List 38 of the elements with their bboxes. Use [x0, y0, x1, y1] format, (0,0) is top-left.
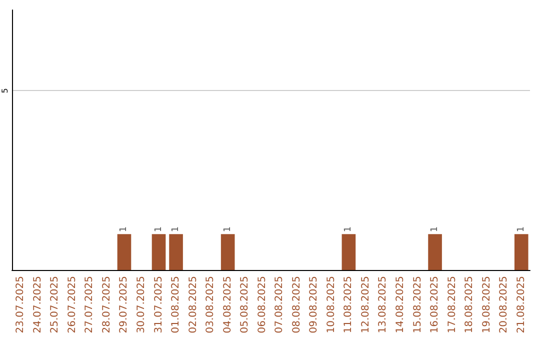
data-label: 1 [222, 226, 233, 232]
x-tick-label: 08.08.2025 [291, 276, 302, 334]
x-tick-label: 29.07.2025 [118, 276, 130, 334]
x-tick-label: 27.07.2025 [84, 276, 96, 334]
x-tick-label: 01.08.2025 [170, 276, 182, 334]
y-tick-label: 5 [0, 88, 10, 94]
x-tick-label: 20.08.2025 [498, 276, 510, 334]
x-tick-label: 15.08.2025 [412, 276, 424, 334]
data-label: 1 [171, 226, 182, 232]
x-tick-label: 13.08.2025 [378, 276, 389, 334]
x-tick-label: 18.08.2025 [464, 276, 476, 334]
x-tick-label: 30.07.2025 [136, 276, 147, 334]
data-label: 1 [154, 226, 164, 232]
x-tick-label: 07.08.2025 [274, 276, 286, 334]
x-tick-label: 31.07.2025 [153, 276, 164, 334]
x-tick-label: 19.08.2025 [481, 276, 492, 334]
x-tick-label: 26.07.2025 [66, 276, 78, 334]
x-tick-label: 17.08.2025 [446, 276, 458, 334]
x-tick-label: 21.08.2025 [516, 276, 527, 334]
x-tick-label: 28.07.2025 [101, 276, 112, 334]
x-tick-label: 06.08.2025 [256, 276, 268, 334]
x-tick-label: 24.07.2025 [32, 276, 44, 334]
data-label: 1 [119, 226, 130, 232]
x-tick-label: 16.08.2025 [430, 276, 441, 334]
x-tick-label: 03.08.2025 [205, 276, 216, 334]
x-tick-label: 02.08.2025 [188, 276, 199, 334]
x-tick-label: 25.07.2025 [50, 276, 61, 334]
data-label: 1 [344, 226, 354, 232]
data-label: 1 [516, 226, 526, 232]
x-tick-label: 23.07.2025 [15, 276, 26, 334]
x-tick-label: 05.08.2025 [240, 276, 251, 334]
x-tick-label: 14.08.2025 [395, 276, 406, 334]
x-tick-label: 10.08.2025 [326, 276, 337, 334]
x-tick-label: 04.08.2025 [222, 276, 234, 334]
x-tick-label: 11.08.2025 [343, 276, 354, 334]
x-tick-label: 09.08.2025 [308, 276, 320, 334]
data-label: 1 [430, 226, 440, 232]
x-tick-label: 12.08.2025 [360, 276, 372, 334]
